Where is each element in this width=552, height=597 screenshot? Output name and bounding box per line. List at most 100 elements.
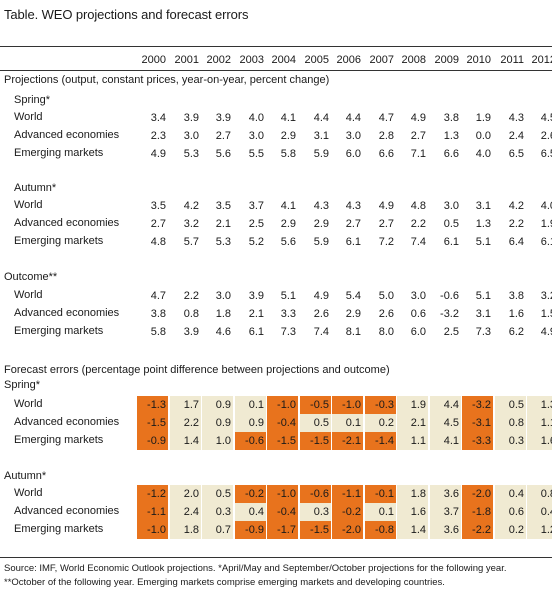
table-cell: 6.1 <box>248 326 264 338</box>
table-cell: 3.0 <box>248 130 264 142</box>
table-row: Emerging markets -0.9 1.4 1.0 -0.6 -1.5 -1.5 -2… <box>0 432 552 450</box>
table-cell: 0.5 <box>300 414 331 432</box>
row-label: Emerging markets <box>14 235 104 247</box>
table-cell: 0.5 <box>495 396 526 414</box>
table-cell: 4.3 <box>313 200 329 212</box>
row-label: Advanced economies <box>14 416 120 428</box>
table-cell: 4.4 <box>430 396 461 414</box>
table-cell: 4.7 <box>378 112 394 124</box>
table-cell: 1.5 <box>540 308 552 320</box>
errors-heading: Forecast errors (percentage point differ… <box>4 364 390 376</box>
table-cell: 3.1 <box>475 308 491 320</box>
table-cell: -0.5 <box>300 396 331 414</box>
table-cell: 2.9 <box>345 308 361 320</box>
table-cell: -0.3 <box>365 396 396 414</box>
table-cell: 2.2 <box>170 414 201 432</box>
table-cell: 2.6 <box>540 130 552 142</box>
table-cell: 8.1 <box>345 326 361 338</box>
row-label: Advanced economies <box>14 505 120 517</box>
table-cell: 6.4 <box>508 236 524 248</box>
table-cell: 4.8 <box>410 200 426 212</box>
table-cell: 4.9 <box>150 148 166 160</box>
table-cell: 3.9 <box>183 326 199 338</box>
table-cell: 5.3 <box>215 236 231 248</box>
table-cell: -1.2 <box>137 485 168 503</box>
table-cell: -2.0 <box>332 521 363 539</box>
table-cell: -1.0 <box>267 396 298 414</box>
table-cell: 1.4 <box>397 521 428 539</box>
table-cell: -0.6 <box>440 290 459 302</box>
table-cell: 2.9 <box>280 218 296 230</box>
table-cell: 1.9 <box>540 218 552 230</box>
table-cell: 1.8 <box>215 308 231 320</box>
table-cell: 7.4 <box>313 326 329 338</box>
table-cell: 4.9 <box>540 326 552 338</box>
table-cell: 1.1 <box>527 414 552 432</box>
year-header-2004: 2004 <box>271 54 296 66</box>
table-cell: 2.6 <box>313 308 329 320</box>
table-cell: 2.4 <box>508 130 524 142</box>
table-cell: -2.2 <box>462 521 493 539</box>
table-cell: 5.1 <box>475 236 491 248</box>
header-rule <box>0 70 552 71</box>
table-row: Advanced economies -1.1 2.4 0.3 0.4 -0.4 0.3 -0… <box>0 503 552 521</box>
table-cell: 6.2 <box>508 326 524 338</box>
table-cell: 5.4 <box>345 290 361 302</box>
table-cell: 3.8 <box>443 112 459 124</box>
table-cell: 3.1 <box>475 200 491 212</box>
year-header-2010: 2010 <box>466 54 491 66</box>
table-cell: -1.5 <box>300 521 331 539</box>
table-cell: 3.0 <box>345 130 361 142</box>
table-cell: -2.1 <box>332 432 363 450</box>
table-cell: 2.8 <box>378 130 394 142</box>
year-header-2001: 2001 <box>174 54 199 66</box>
year-header-row: 2000 2001 2002 2003 2004 2005 2006 2007 2008 2009… <box>0 51 552 69</box>
table-cell: 2.9 <box>313 218 329 230</box>
table-cell: 4.3 <box>345 200 361 212</box>
table-cell: 5.0 <box>378 290 394 302</box>
table-cell: 4.3 <box>508 112 524 124</box>
table-row: World 4.7 2.2 3.0 3.9 5.1 4.9 5.4 5.0 3.0 -0.6 5.1 3… <box>0 287 552 305</box>
table-cell: -2.0 <box>462 485 493 503</box>
table-cell: 6.0 <box>410 326 426 338</box>
table-title: Table. WEO projections and forecast erro… <box>4 7 249 22</box>
table-cell: 3.4 <box>150 112 166 124</box>
table-cell: 3.1 <box>313 130 329 142</box>
table-cell: 4.0 <box>475 148 491 160</box>
table-cell: 0.3 <box>495 432 526 450</box>
table-cell: -1.8 <box>462 503 493 521</box>
table-cell: -1.1 <box>137 503 168 521</box>
table-row: Emerging markets 4.8 5.7 5.3 5.2 5.6 5.9 6.1 7.2… <box>0 233 552 251</box>
table-cell: 6.5 <box>540 148 552 160</box>
table-cell: 8.0 <box>378 326 394 338</box>
table-cell: 4.2 <box>183 200 199 212</box>
year-header-2007: 2007 <box>369 54 394 66</box>
row-label: Emerging markets <box>14 147 104 159</box>
table-cell: 0.7 <box>202 521 233 539</box>
table-row: World 3.5 4.2 3.5 3.7 4.1 4.3 4.3 4.9 4.8 3.0 3.1 4.… <box>0 197 552 215</box>
table-cell: 4.8 <box>150 236 166 248</box>
table-cell: -3.1 <box>462 414 493 432</box>
table-cell: 1.8 <box>397 485 428 503</box>
table-cell: -1.0 <box>137 521 168 539</box>
table-row: World -1.2 2.0 0.5 -0.2 -1.0 -0.6 -1.1 -0.1 1.8 3.… <box>0 485 552 503</box>
table-cell: 0.2 <box>495 521 526 539</box>
row-label: Advanced economies <box>14 307 120 319</box>
table-cell: 1.3 <box>527 396 552 414</box>
footnote-outcome: **October of the following year. Emergin… <box>4 577 445 588</box>
year-header-2000: 2000 <box>141 54 166 66</box>
table-cell: 3.5 <box>215 200 231 212</box>
table-cell: 0.9 <box>202 414 233 432</box>
table-cell: 2.7 <box>150 218 166 230</box>
table-cell: 7.2 <box>378 236 394 248</box>
row-label: World <box>14 289 43 301</box>
table-row: Advanced economies 2.7 3.2 2.1 2.5 2.9 2.9 2.7 2… <box>0 215 552 233</box>
table-cell: 2.2 <box>183 290 199 302</box>
table-cell: 4.2 <box>508 200 524 212</box>
table-row: Advanced economies 3.8 0.8 1.8 2.1 3.3 2.6 2.9 2… <box>0 305 552 323</box>
row-label: World <box>14 199 43 211</box>
table-cell: -1.5 <box>267 432 298 450</box>
table-cell: 3.2 <box>183 218 199 230</box>
table-row: Advanced economies 2.3 3.0 2.7 3.0 2.9 3.1 3.0 2… <box>0 127 552 145</box>
table-cell: -0.8 <box>365 521 396 539</box>
